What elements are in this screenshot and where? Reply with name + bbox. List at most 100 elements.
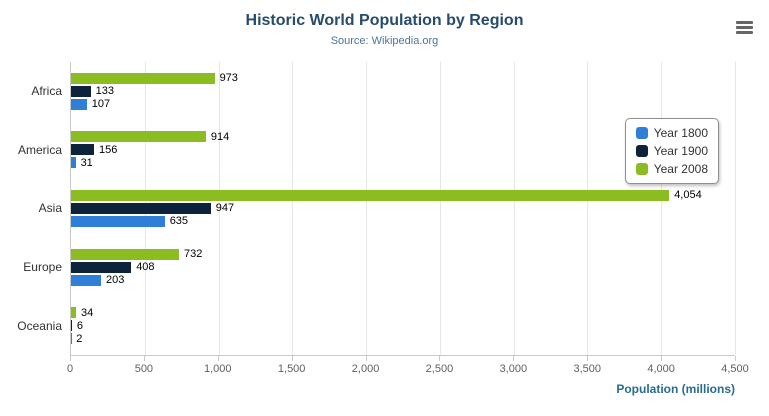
category-axis-labels: Africa America Asia Europe Oceania	[0, 62, 62, 355]
bar-year-1800-america[interactable]	[71, 157, 76, 169]
legend-symbol	[635, 145, 648, 157]
legend-label: Year 1900	[653, 144, 708, 158]
data-label: 947	[215, 202, 235, 215]
tick-mark	[143, 356, 145, 361]
tick-mark	[70, 356, 71, 361]
data-label: 133	[95, 85, 114, 98]
tick-mark	[587, 356, 589, 361]
gridline	[661, 62, 663, 355]
bar-row: 732	[71, 248, 735, 261]
gridline	[439, 62, 441, 355]
category-label-america: America	[17, 142, 62, 157]
hamburger-menu-icon[interactable]	[736, 21, 753, 34]
bar-row: 156	[71, 143, 735, 156]
gridline	[366, 62, 368, 355]
data-label: 34	[81, 306, 94, 319]
bar-year-2008-oceania[interactable]	[71, 307, 77, 319]
bar-row: 203	[71, 274, 735, 287]
bar-row: 408	[71, 261, 735, 274]
tick-mark	[439, 356, 441, 361]
value-tick-label: 1,000	[204, 363, 232, 375]
tick-mark	[661, 356, 663, 361]
data-label: 408	[136, 261, 155, 274]
value-tick-label: 2,500	[425, 363, 454, 375]
value-tick-label: 3,500	[573, 363, 601, 375]
gridline	[587, 62, 589, 355]
legend: Year 1800 Year 1900 Year 2008	[624, 118, 719, 184]
bar-row: 31	[71, 156, 735, 169]
bar-group-asia: 4,054 947 635	[71, 179, 735, 238]
gridline	[513, 62, 515, 355]
bar-year-1900-europe[interactable]	[71, 261, 132, 273]
bar-row: 4,054	[71, 189, 735, 202]
bar-year-2008-asia[interactable]	[71, 189, 670, 201]
category-label-africa: Africa	[31, 84, 62, 99]
data-label: 107	[91, 98, 111, 111]
value-tick-label: 2,000	[351, 363, 380, 375]
menu-line	[736, 26, 753, 29]
menu-line	[736, 31, 753, 34]
bar-year-1900-oceania[interactable]	[71, 320, 72, 332]
bar-row: 6	[71, 319, 735, 332]
value-tick-label: 3,000	[499, 363, 528, 375]
value-tick-label: 4,500	[721, 363, 749, 375]
data-label: 914	[210, 130, 230, 143]
tick-mark	[735, 356, 736, 361]
tick-mark	[365, 356, 367, 361]
tick-mark	[217, 356, 219, 361]
bar-group-america: 914 156 31	[71, 121, 735, 180]
tick-mark	[513, 356, 515, 361]
data-label: 4,054	[674, 189, 702, 202]
legend-label: Year 1800	[653, 126, 708, 140]
gridline	[218, 62, 220, 355]
bar-year-1900-asia[interactable]	[71, 202, 211, 214]
category-label-europe: Europe	[23, 260, 62, 275]
category-label-asia: Asia	[38, 201, 62, 216]
legend-item-year-2008[interactable]: Year 2008	[635, 162, 708, 176]
bar-year-1900-africa[interactable]	[71, 85, 91, 97]
category-label-oceania: Oceania	[17, 318, 62, 333]
data-label: 6	[76, 319, 83, 332]
bar-year-1800-africa[interactable]	[71, 98, 87, 110]
bar-group-europe: 732 408 203	[71, 238, 735, 297]
bar-year-2008-africa[interactable]	[71, 72, 215, 84]
data-label: 31	[80, 156, 93, 169]
bar-year-1900-america[interactable]	[71, 144, 95, 156]
plot-area: 973 133 107 914 156 31 4,054 947 635 732 408 203 34 6…	[70, 62, 736, 356]
bar-group-africa: 973 133 107	[71, 62, 735, 121]
bar-year-1800-europe[interactable]	[71, 274, 101, 286]
bar-row: 2	[71, 333, 735, 345]
bar-row: 34	[71, 306, 735, 319]
data-label: 973	[219, 72, 238, 85]
legend-label: Year 2008	[653, 162, 708, 176]
tick-mark	[291, 356, 293, 361]
bar-row: 133	[71, 85, 735, 98]
bar-row: 947	[71, 202, 735, 215]
value-tick-label: 500	[134, 363, 154, 375]
bar-row: 973	[71, 72, 735, 85]
bar-row: 107	[71, 98, 735, 111]
legend-symbol	[635, 163, 648, 175]
bar-row: 635	[71, 215, 735, 228]
value-tick-label: 1,500	[277, 363, 306, 375]
gridline	[292, 62, 294, 355]
data-label: 635	[169, 215, 189, 228]
chart-subtitle: Source: Wikipedia.org	[330, 35, 439, 47]
legend-symbol	[635, 127, 648, 139]
menu-line	[736, 21, 753, 24]
value-tick-label: 4,000	[647, 363, 675, 375]
data-label: 203	[105, 274, 125, 287]
data-label: 156	[99, 143, 118, 156]
data-label: 732	[184, 248, 203, 261]
legend-item-year-1900[interactable]: Year 1900	[635, 144, 708, 158]
bar-year-2008-america[interactable]	[71, 131, 206, 143]
gridline	[735, 62, 736, 355]
bar-row: 914	[71, 130, 735, 143]
legend-item-year-1800[interactable]: Year 1800	[635, 126, 708, 140]
value-axis-labels: 0 500 1,000 1,500 2,000 2,500 3,000 3,500 4,000 4…	[66, 356, 749, 378]
bar-year-2008-europe[interactable]	[71, 248, 179, 260]
x-axis-title: Population (millions)	[616, 382, 735, 396]
value-tick-label: 0	[66, 363, 74, 375]
bar-year-1800-asia[interactable]	[71, 215, 165, 227]
